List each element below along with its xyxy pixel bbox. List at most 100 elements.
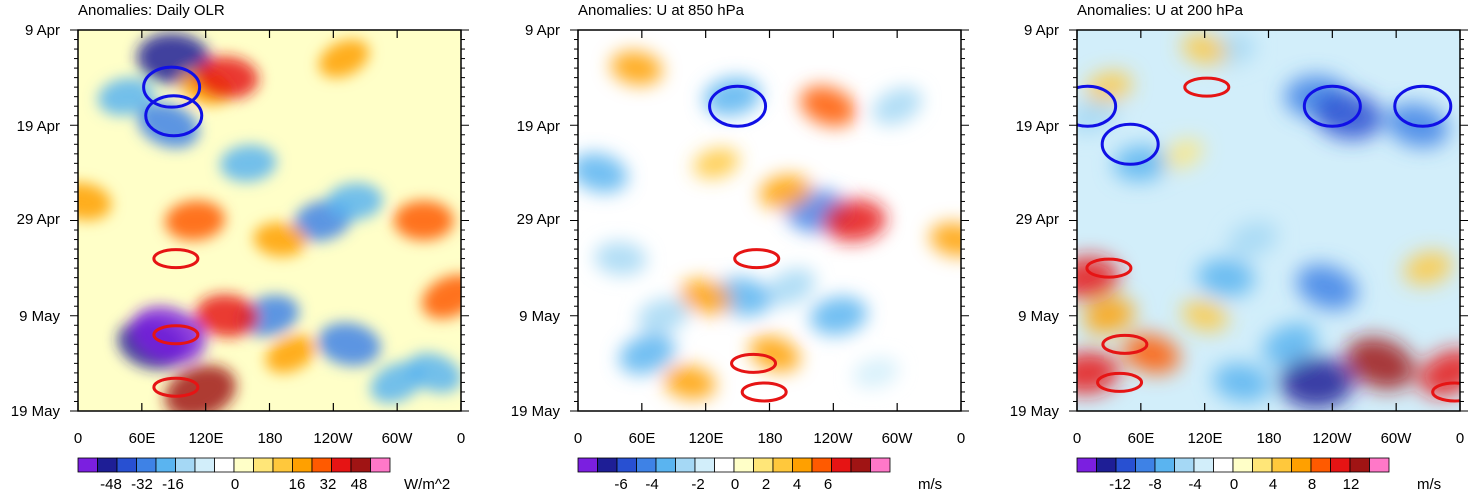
x-tick-label: 60E [129,430,156,447]
heatmap-blob [78,182,112,221]
x-tick-label: 120E [188,430,223,447]
heatmap-blob [610,50,663,86]
colorbar-swatch [694,457,715,473]
colorbar-tick-label: 0 [1230,476,1238,493]
heatmap-blob [317,322,381,366]
x-tick-label: 120W [813,430,853,447]
colorbar-tick-label: 0 [731,476,739,493]
colorbar-swatch [1369,457,1390,473]
heatmap-blob [663,365,716,400]
colorbar-swatch [175,457,196,473]
colorbar-swatch [655,457,676,473]
colorbar-tick-label: 16 [289,476,306,493]
x-tick-label: 180 [757,430,782,447]
contour-layer [708,84,788,403]
colorbar-tick-label: -4 [645,476,658,493]
colorbar-swatch [1213,457,1234,473]
heatmap-blob [1262,323,1318,366]
colorbar-swatch [1271,457,1292,473]
colorbar-swatch [311,457,332,473]
colorbar-tick-label: -16 [162,476,184,493]
colorbar-swatch [1076,457,1097,473]
x-tick-label: 60W [382,430,414,447]
contour-line [1183,76,1231,98]
colorbar-swatch [233,457,254,473]
colorbar-tick-label: 32 [320,476,337,493]
x-tick-label: 120W [1312,430,1352,447]
x-tick-label: 60E [629,430,656,447]
axis-ticks [70,29,469,412]
colorbar-tick-label: 48 [351,476,368,493]
colorbar-swatch [370,457,391,473]
heatmap-blob [1077,256,1120,299]
heatmap-blob [1403,251,1453,285]
colorbar-swatch [253,457,274,473]
colorbar [577,457,891,473]
colorbar-swatch [1232,457,1253,473]
heatmap-blob [318,39,370,78]
panel-u200: Anomalies: U at 200 hPa 9 Apr 19 Apr 29 … [1010,2,1468,493]
heatmap-blob [130,306,206,364]
heatmap-field [578,50,961,400]
y-tick-label: 19 May [1010,403,1060,420]
colorbar-tick-label: -32 [131,476,153,493]
y-tick-label: 19 May [11,403,61,420]
heatmap-blob [1197,258,1255,297]
contour-line [1077,84,1118,128]
panel-title: Anomalies: U at 850 hPa [578,2,745,19]
contour-line [152,324,200,346]
colorbar-swatch [1330,457,1351,473]
colorbar-swatch [214,457,235,473]
panel-u850: Anomalies: U at 850 hPa 9 Apr 19 Apr 29 … [511,2,969,493]
colorbar-swatch [1349,457,1370,473]
colorbar-swatch [616,457,637,473]
x-tick-label: 60W [1381,430,1413,447]
x-tick-label: 120E [1187,430,1222,447]
y-tick-label: 29 Apr [1016,211,1059,228]
heatmap-blob [97,77,154,116]
contour-line [733,248,781,270]
heatmap-blob [1123,334,1180,374]
x-tick-label: 0 [574,430,582,447]
heatmap-blob [578,153,628,193]
colorbar-swatch [1096,457,1117,473]
heatmap-blob [679,279,732,315]
x-tick-label: 120W [313,430,353,447]
y-tick-label: 29 Apr [517,211,560,228]
colorbar-swatch [870,457,891,473]
contour-line [1100,122,1160,166]
heatmap-blob [852,357,899,389]
colorbar-swatch [155,457,176,473]
colorbar-swatch [292,457,313,473]
heatmap-blob [1279,356,1354,409]
x-tick-label: 0 [74,430,82,447]
colorbar-swatch [1174,457,1195,473]
colorbar-swatch [772,457,793,473]
contour-line [1101,333,1149,355]
heatmap-blob [1419,349,1460,397]
colorbar-tick-label: -2 [691,476,704,493]
heatmap-field [78,33,461,411]
x-tick-label: 0 [1456,430,1464,447]
heatmap-blob [594,241,647,276]
contour-line [1431,381,1460,403]
colorbar-swatch [811,457,832,473]
colorbar-swatch [116,457,137,473]
contour-line [1393,84,1453,128]
colorbar-swatch [272,457,293,473]
colorbar-tick-label: 0 [231,476,239,493]
heatmap-blob [749,335,801,372]
heatmap-blob [1181,300,1228,332]
panel-olr: Anomalies: Daily OLR 9 Apr 19 Apr 29 Apr… [11,2,469,493]
colorbar-tick-label: -8 [1148,476,1161,493]
colorbar-swatch [1154,457,1175,473]
colorbar-tick-label: -12 [1109,476,1131,493]
contour-line [152,376,200,398]
heatmap-blob [165,200,225,241]
heatmap-blob [1077,351,1120,395]
heatmap-blob [765,268,816,306]
heatmap-blob [619,333,676,375]
heatmap-blob [393,200,454,241]
heatmap-blob [1181,33,1228,65]
